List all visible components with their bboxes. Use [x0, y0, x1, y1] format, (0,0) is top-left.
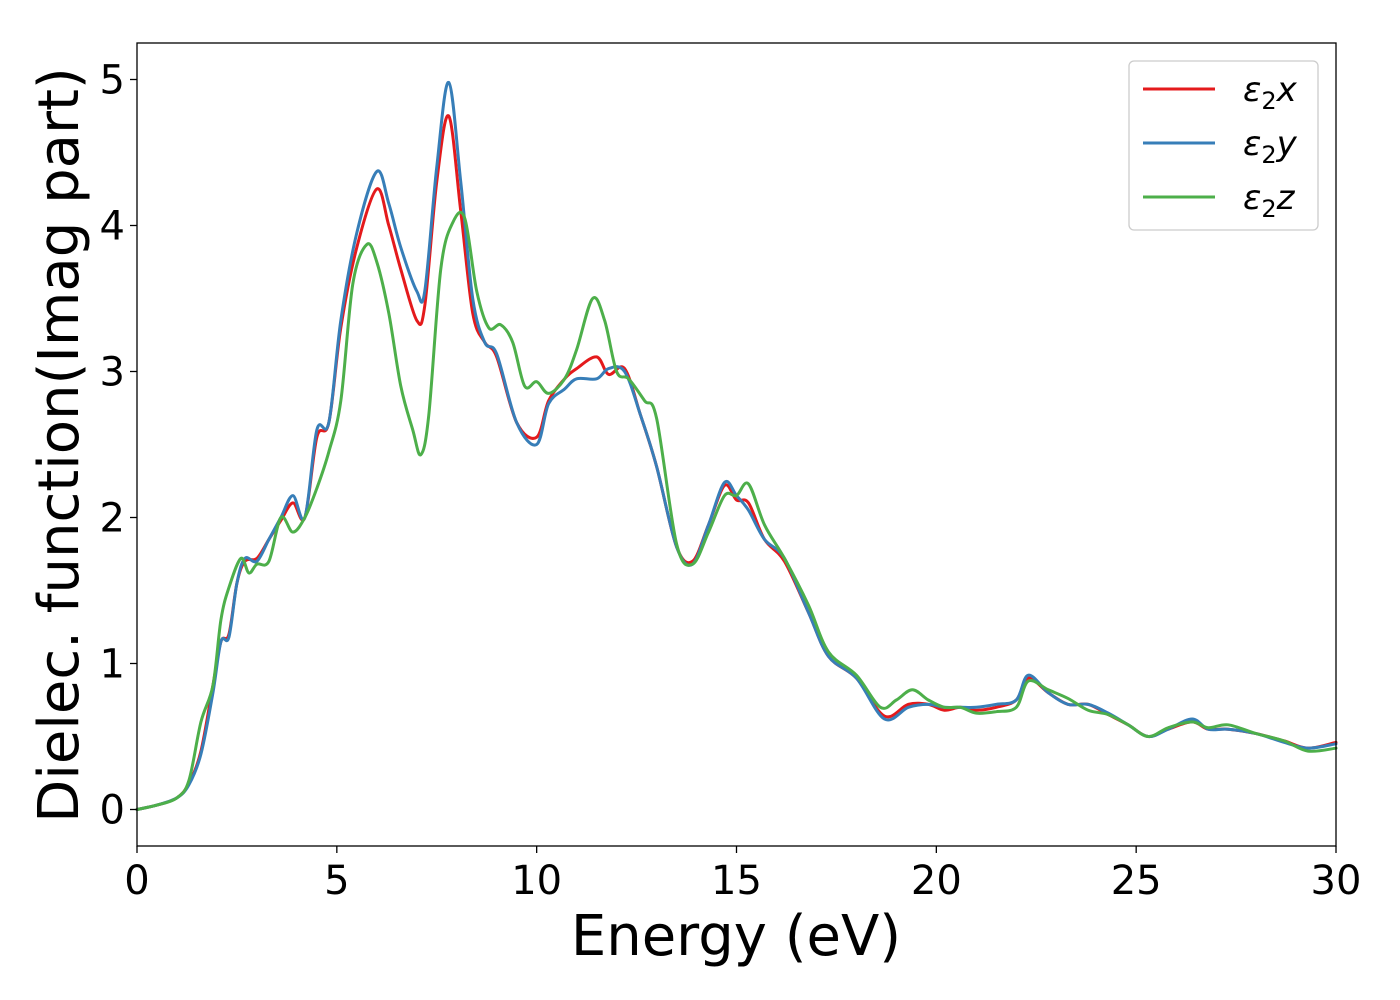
- y-axis: 0 1 2 3 4 5: [100, 58, 137, 834]
- legend-label-symbol: ε: [1243, 124, 1261, 164]
- y-tick-label: 5: [100, 58, 125, 104]
- y-tick-label: 4: [100, 204, 125, 250]
- series-layer: [135, 80, 1338, 811]
- x-tick-label: 10: [511, 858, 562, 904]
- legend-label-subscript: 2: [1261, 141, 1276, 169]
- y-axis-title: Dielec. function(Imag part): [27, 67, 92, 823]
- x-tick-label: 20: [911, 858, 962, 904]
- legend-label-suffix: z: [1276, 178, 1296, 218]
- x-tick-label: 5: [324, 858, 349, 904]
- x-tick-label: 30: [1311, 858, 1362, 904]
- series-line-y: [135, 80, 1338, 811]
- y-tick-label: 2: [100, 496, 125, 542]
- x-axis-title: Energy (eV): [571, 904, 901, 969]
- y-tick-label: 3: [100, 350, 125, 396]
- legend-label-symbol: ε: [1243, 178, 1261, 218]
- legend-label-suffix: y: [1276, 124, 1298, 164]
- x-tick-label: 0: [124, 858, 149, 904]
- legend-frame: [1128, 60, 1319, 231]
- legend-label-y: ε2y: [1243, 124, 1298, 169]
- legend-label-symbol: ε: [1243, 70, 1261, 110]
- x-axis: 0 5 10 15 20 25 30: [124, 846, 1361, 904]
- legend-label-x: ε2x: [1243, 70, 1298, 115]
- y-tick-label: 0: [100, 788, 125, 834]
- legend-label-subscript: 2: [1261, 195, 1276, 223]
- legend-label-subscript: 2: [1261, 87, 1276, 115]
- x-tick-label: 15: [711, 858, 762, 904]
- series-line-z: [135, 210, 1338, 811]
- y-tick-label: 1: [100, 642, 125, 688]
- legend-label-suffix: x: [1276, 70, 1298, 110]
- x-tick-label: 25: [1111, 858, 1162, 904]
- legend-label-z: ε2z: [1243, 178, 1296, 223]
